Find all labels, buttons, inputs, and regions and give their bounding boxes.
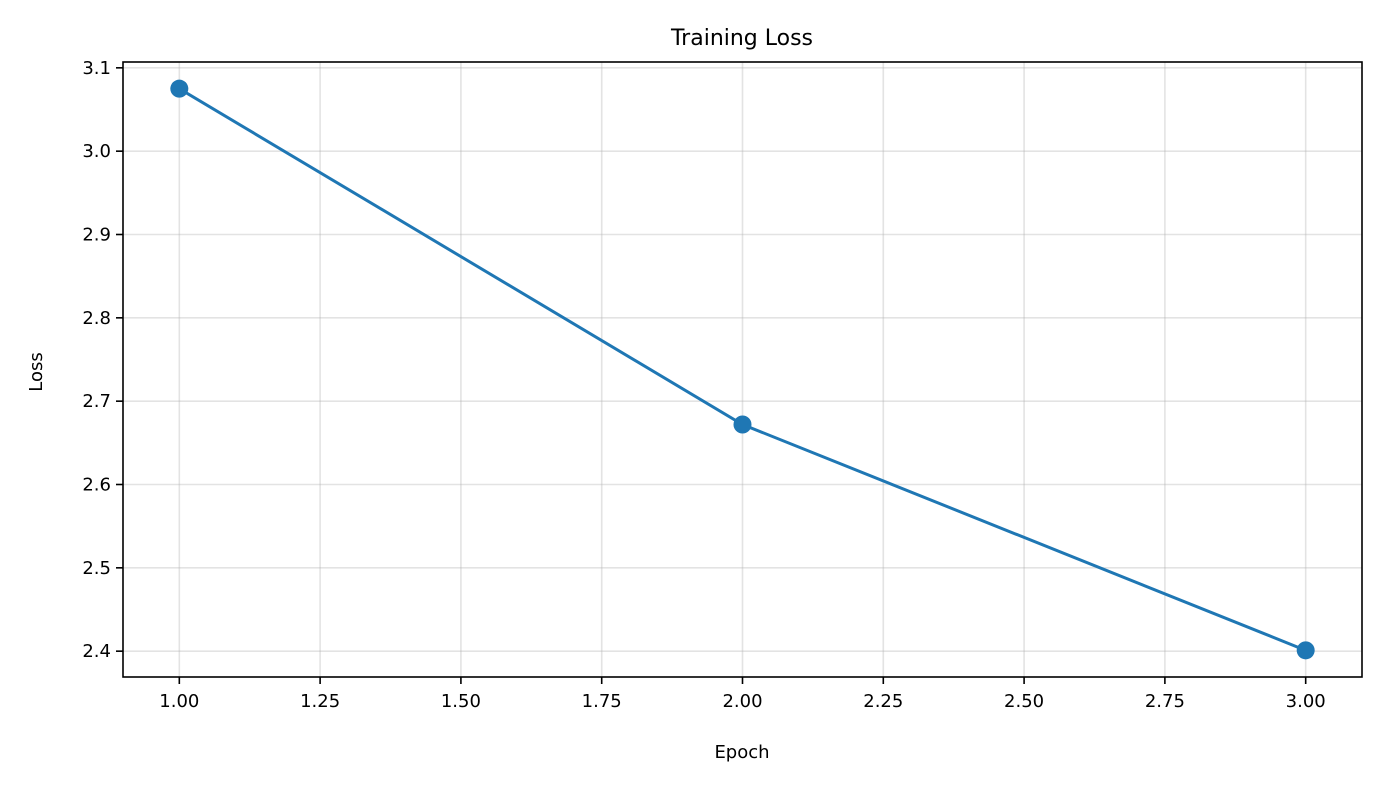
data-point <box>170 79 189 98</box>
x-tick-label: 2.25 <box>863 691 903 712</box>
data-point <box>733 415 752 434</box>
x-tick-label: 2.75 <box>1145 691 1185 712</box>
y-tick-label: 3.0 <box>82 141 111 162</box>
y-tick-label: 2.9 <box>82 225 111 246</box>
x-tick-label: 1.25 <box>300 691 340 712</box>
x-tick-label: 1.75 <box>582 691 622 712</box>
y-tick-label: 2.5 <box>82 558 111 579</box>
series <box>170 79 1315 660</box>
chart-title: Training Loss <box>670 26 813 51</box>
data-point <box>1296 641 1315 660</box>
y-tick-label: 2.4 <box>82 641 111 662</box>
x-axis-label: Epoch <box>714 742 769 763</box>
y-axis-label: Loss <box>26 352 47 391</box>
x-tick-label: 1.00 <box>159 691 199 712</box>
x-tick-label: 2.50 <box>1004 691 1044 712</box>
x-tick-label: 3.00 <box>1286 691 1326 712</box>
y-axis: 2.4 2.5 2.6 2.7 2.8 2.9 3.0 3.1 <box>82 58 123 662</box>
y-tick-label: 3.1 <box>82 58 111 79</box>
x-tick-label: 1.50 <box>441 691 481 712</box>
y-tick-label: 2.6 <box>82 475 111 496</box>
x-tick-label: 2.00 <box>722 691 762 712</box>
y-tick-label: 2.8 <box>82 308 111 329</box>
grid <box>123 62 1362 677</box>
x-axis: 1.00 1.25 1.50 1.75 2.00 2.25 2.50 2.75 3.00 <box>159 677 1326 712</box>
y-tick-label: 2.7 <box>82 391 111 412</box>
